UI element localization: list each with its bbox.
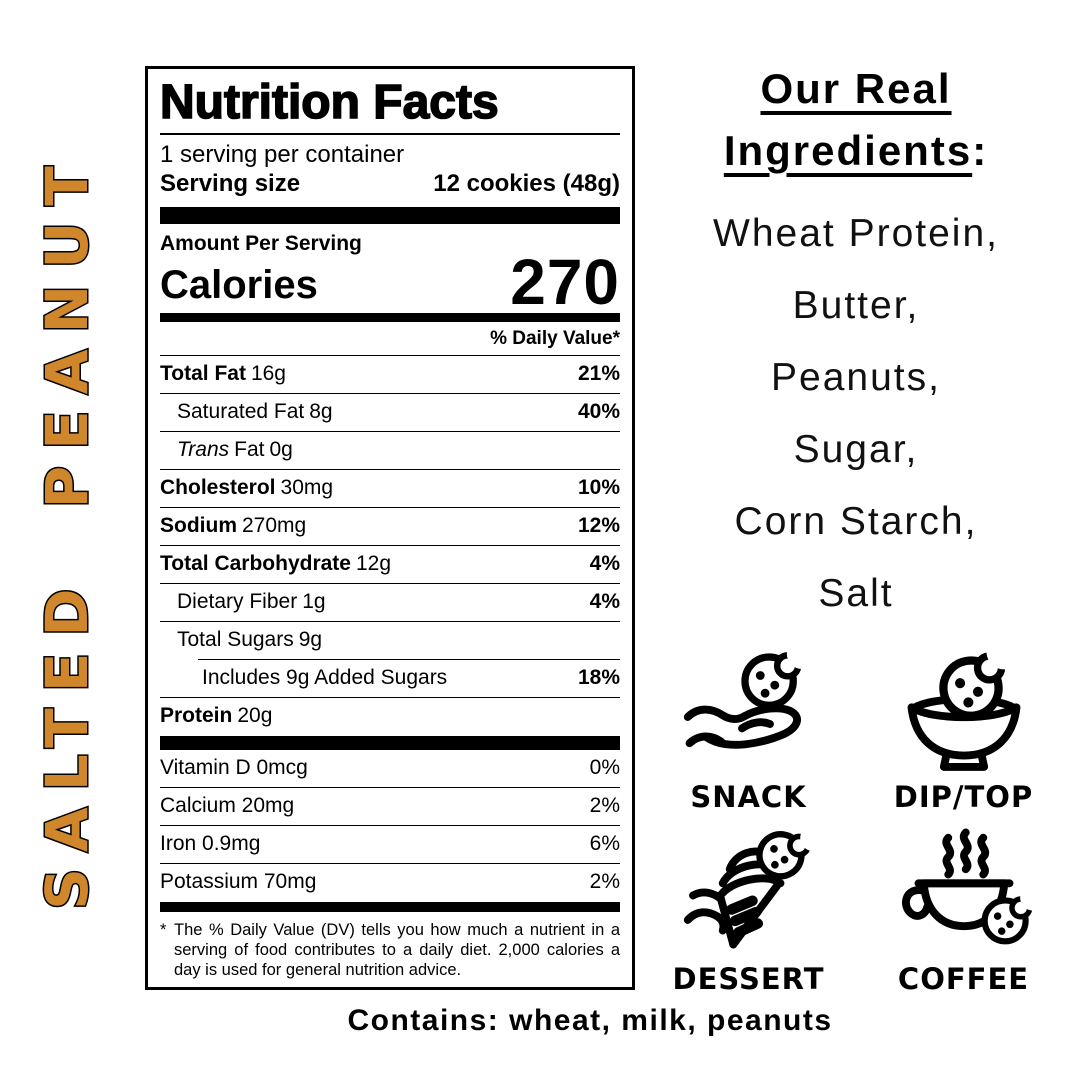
vitamin-dv: 0% (589, 756, 620, 779)
coffee-cup-cookie-icon (901, 828, 1040, 945)
nutrient-row-added-sugars: Includes 9g Added Sugars 18% (198, 659, 620, 697)
nutrient-name: Trans Fat 0g (177, 438, 293, 461)
use-dip-top: DIP/TOP (863, 640, 1064, 814)
ingredient-item: Salt (818, 572, 894, 615)
vitamin-name: Potassium 70mg (160, 870, 317, 893)
nutrient-name: Total Fat 16g (160, 362, 286, 385)
usage-icons-grid: SNACK DIP/TOP (648, 640, 1064, 996)
nutrient-row-dietary-fiber: Dietary Fiber 1g 4% (160, 584, 620, 622)
nutrient-row-total-sugars: Total Sugars 9g (160, 622, 620, 659)
calories-value: 270 (510, 246, 620, 318)
use-snack: SNACK (648, 640, 849, 814)
nutrient-dv: 21% (577, 362, 620, 385)
nutrient-name: Cholesterol 30mg (160, 476, 334, 499)
vitamin-name: Calcium 20mg (160, 794, 295, 817)
amount-per-serving-label: Amount Per Serving (160, 232, 362, 255)
nutrient-row-cholesterol: Cholesterol 30mg 10% (160, 470, 620, 508)
use-dessert: DESSERT (648, 822, 849, 996)
serving-size-label: Serving size (160, 170, 301, 197)
ingredients-and-uses-column: Our Real Ingredients: Wheat Protein, But… (648, 58, 1064, 996)
nutrition-facts-title: Nutrition Facts (159, 75, 499, 130)
nutrient-dv: 4% (589, 590, 620, 613)
nutrient-name: Total Carbohydrate 12g (160, 552, 392, 575)
daily-value-footnote: * The % Daily Value (DV) tells you how m… (160, 912, 620, 980)
ingredients-heading-colon: : (972, 127, 989, 174)
flavor-name-vertical: SALTED PEANUT (0, 0, 134, 1060)
divider (160, 133, 620, 135)
hand-cookie-icon (683, 640, 817, 749)
ingredient-item: Butter, (792, 284, 920, 327)
nutrient-name: Includes 9g Added Sugars (202, 666, 448, 689)
ingredients-list: Wheat Protein, Butter, Peanuts, Sugar, C… (648, 198, 1064, 630)
nutrient-dv: 10% (577, 476, 620, 499)
allergen-statement: Contains: wheat, milk, peanuts (347, 1004, 833, 1037)
footnote-text: The % Daily Value (DV) tells you how muc… (174, 921, 620, 979)
nutrient-row-saturated-fat: Saturated Fat 8g 40% (160, 394, 620, 432)
ingredient-item: Corn Starch, (734, 500, 978, 543)
thick-divider-bar (160, 207, 620, 224)
use-label-coffee: COFFEE (897, 962, 1030, 996)
use-coffee: COFFEE (863, 822, 1064, 996)
daily-value-header: % Daily Value* (160, 322, 620, 356)
vitamin-row-potassium: Potassium 70mg 2% (160, 864, 620, 901)
vitamin-row-calcium: Calcium 20mg 2% (160, 788, 620, 826)
nutrient-dv: 40% (577, 400, 620, 423)
vitamin-dv: 6% (589, 832, 620, 855)
nutrient-row-total-fat: Total Fat 16g 21% (160, 356, 620, 394)
use-label-snack: SNACK (690, 780, 807, 814)
bowl-cookie-icon (907, 640, 1021, 771)
nutrient-row-sodium: Sodium 270mg 12% (160, 508, 620, 546)
ingredient-item: Sugar, (793, 428, 919, 471)
vitamin-name: Iron 0.9mg (160, 832, 261, 855)
ingredients-heading: Our Real Ingredients: (648, 58, 1064, 182)
use-label-dessert: DESSERT (672, 962, 825, 996)
nutrient-name: Protein 20g (160, 704, 273, 727)
vitamin-dv: 2% (589, 870, 620, 893)
servings-per-container: 1 serving per container (160, 141, 405, 168)
nutrient-row-protein: Protein 20g (160, 698, 620, 735)
vitamin-name: Vitamin D 0mcg (160, 756, 308, 779)
vitamin-row-iron: Iron 0.9mg 6% (160, 826, 620, 864)
vitamin-row-vitamin-d: Vitamin D 0mcg 0% (160, 750, 620, 788)
calories-row: Calories 270 (160, 246, 620, 318)
nutrient-dv: 4% (589, 552, 620, 575)
icecream-cone-cookie-icon (683, 824, 825, 949)
calories-label: Calories (160, 263, 318, 307)
serving-size-value: 12 cookies (48g) (433, 170, 620, 197)
ingredients-heading-line1: Our Real (760, 65, 952, 112)
nutrient-row-total-carbohydrate: Total Carbohydrate 12g 4% (160, 546, 620, 584)
nutrient-row-added-sugars-wrap: Includes 9g Added Sugars 18% (160, 659, 620, 698)
flavor-name-text: SALTED PEANUT (32, 149, 103, 912)
nutrient-dv: 12% (577, 514, 620, 537)
nutrient-name: Saturated Fat 8g (177, 400, 333, 423)
nutrient-name: Total Sugars 9g (177, 628, 323, 651)
serving-size-row: Serving size 12 cookies (48g) (160, 169, 620, 199)
nutrient-dv: 18% (577, 666, 620, 689)
ingredient-item: Peanuts, (771, 356, 941, 399)
nutrition-facts-panel: Nutrition Facts 1 serving per container … (145, 66, 635, 990)
footnote-asterisk: * (160, 921, 167, 939)
thick-divider-bar (160, 736, 620, 750)
use-label-dip-top: DIP/TOP (893, 780, 1034, 814)
thin-divider-bar (160, 902, 620, 912)
vitamin-dv: 2% (589, 794, 620, 817)
nutrient-name: Dietary Fiber 1g (177, 590, 326, 613)
nutrient-name: Sodium 270mg (160, 514, 307, 537)
ingredient-item: Wheat Protein, (713, 212, 999, 255)
nutrient-row-trans-fat: Trans Fat 0g (160, 432, 620, 470)
ingredients-heading-line2: Ingredients (723, 127, 973, 174)
medium-divider-bar (160, 313, 620, 322)
